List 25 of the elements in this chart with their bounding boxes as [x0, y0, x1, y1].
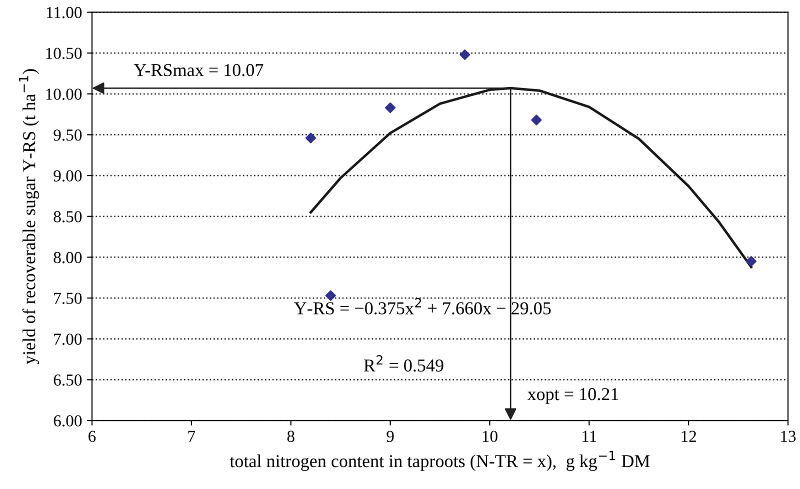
x-tick-label: 9: [386, 430, 394, 442]
x-tick-label: 11: [582, 430, 596, 442]
annotation: R$^{2}$ = 0.549: [364, 355, 444, 372]
y-axis-title: yield of recoverable sugar Y-RS (t ha$^{−1}$): [19, 69, 40, 364]
y-tick-label: 8.00: [54, 252, 82, 264]
y-tick-label: 7.50: [54, 292, 82, 304]
x-tick-label: 12: [682, 430, 696, 442]
x-tick-label: 8: [287, 430, 294, 442]
y-tick-label: 10.00: [46, 88, 82, 100]
y-tick-label: 9.00: [54, 170, 82, 182]
ref-line-label: Y-RSmax = 10.07: [134, 64, 264, 76]
y-tick-label: 10.50: [46, 48, 82, 60]
x-tick-label: 13: [781, 430, 796, 442]
x-tick-label: 7: [188, 430, 196, 442]
y-tick-label: 11.00: [46, 6, 82, 18]
y-tick-label: 6.00: [54, 415, 82, 427]
y-tick-label: 7.00: [54, 334, 82, 345]
ref-line-label: xopt = 10.21: [527, 388, 618, 404]
annotation: Y-RS = −0.375x$^{2}$ + 7.660x − 29.05: [294, 298, 551, 314]
y-tick-label: 9.50: [54, 129, 82, 141]
y-tick-label: 8.50: [54, 211, 82, 222]
x-axis-title: total nitrogen content in taproots (N-TR = x), g kg$^{−1}$ DM: [230, 450, 650, 471]
x-tick-label: 10: [482, 430, 498, 442]
y-tick-label: 6.50: [54, 374, 82, 386]
x-tick-label: 6: [88, 430, 96, 442]
